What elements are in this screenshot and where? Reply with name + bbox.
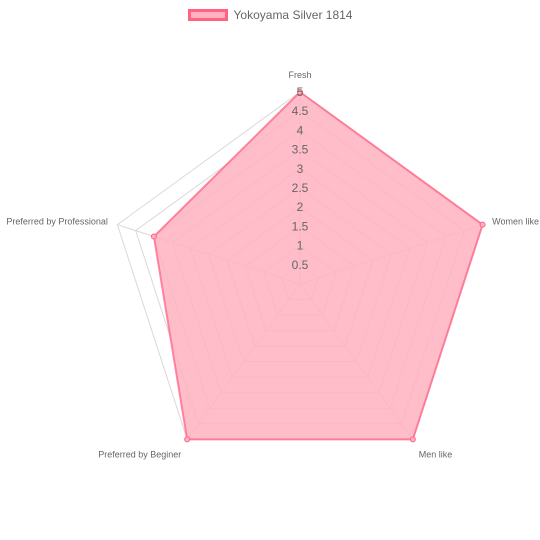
tick-label-6: 3	[297, 162, 304, 176]
tick-label-1: 0.5	[292, 258, 309, 272]
radar-series	[150, 89, 486, 443]
radial-tick-labels: 0.5 1 1.5 2 2.5 3 3.5 4 4.5 5	[292, 85, 309, 272]
point-label-5: Preferred by Professional	[6, 217, 108, 227]
data-point-3	[409, 436, 416, 443]
tick-label-2: 1	[297, 239, 304, 253]
point-label-3: Men like	[419, 449, 453, 459]
point-label-1: Fresh	[288, 70, 311, 80]
tick-label-8: 4	[297, 123, 304, 137]
legend-swatch	[187, 9, 228, 21]
tick-label-7: 3.5	[292, 143, 309, 157]
tick-label-9: 4.5	[292, 104, 309, 118]
tick-label-4: 2	[297, 200, 304, 214]
data-point-5	[150, 233, 157, 240]
tick-label-10: 5	[297, 85, 304, 99]
data-point-4	[184, 436, 191, 443]
legend-label: Yokoyama Silver 1814	[233, 8, 353, 22]
series-area-1	[152, 90, 484, 441]
point-label-2: Women like	[492, 217, 539, 227]
data-point-2	[479, 221, 486, 228]
chart-legend[interactable]: Yokoyama Silver 1814	[0, 8, 540, 22]
data-point-1	[297, 89, 303, 95]
point-labels: Fresh Women like Men like Preferred by Begi…	[6, 70, 539, 459]
tick-label-3: 1.5	[292, 219, 309, 233]
tick-label-5: 2.5	[292, 181, 309, 195]
point-label-4: Preferred by Beginer	[98, 449, 181, 459]
